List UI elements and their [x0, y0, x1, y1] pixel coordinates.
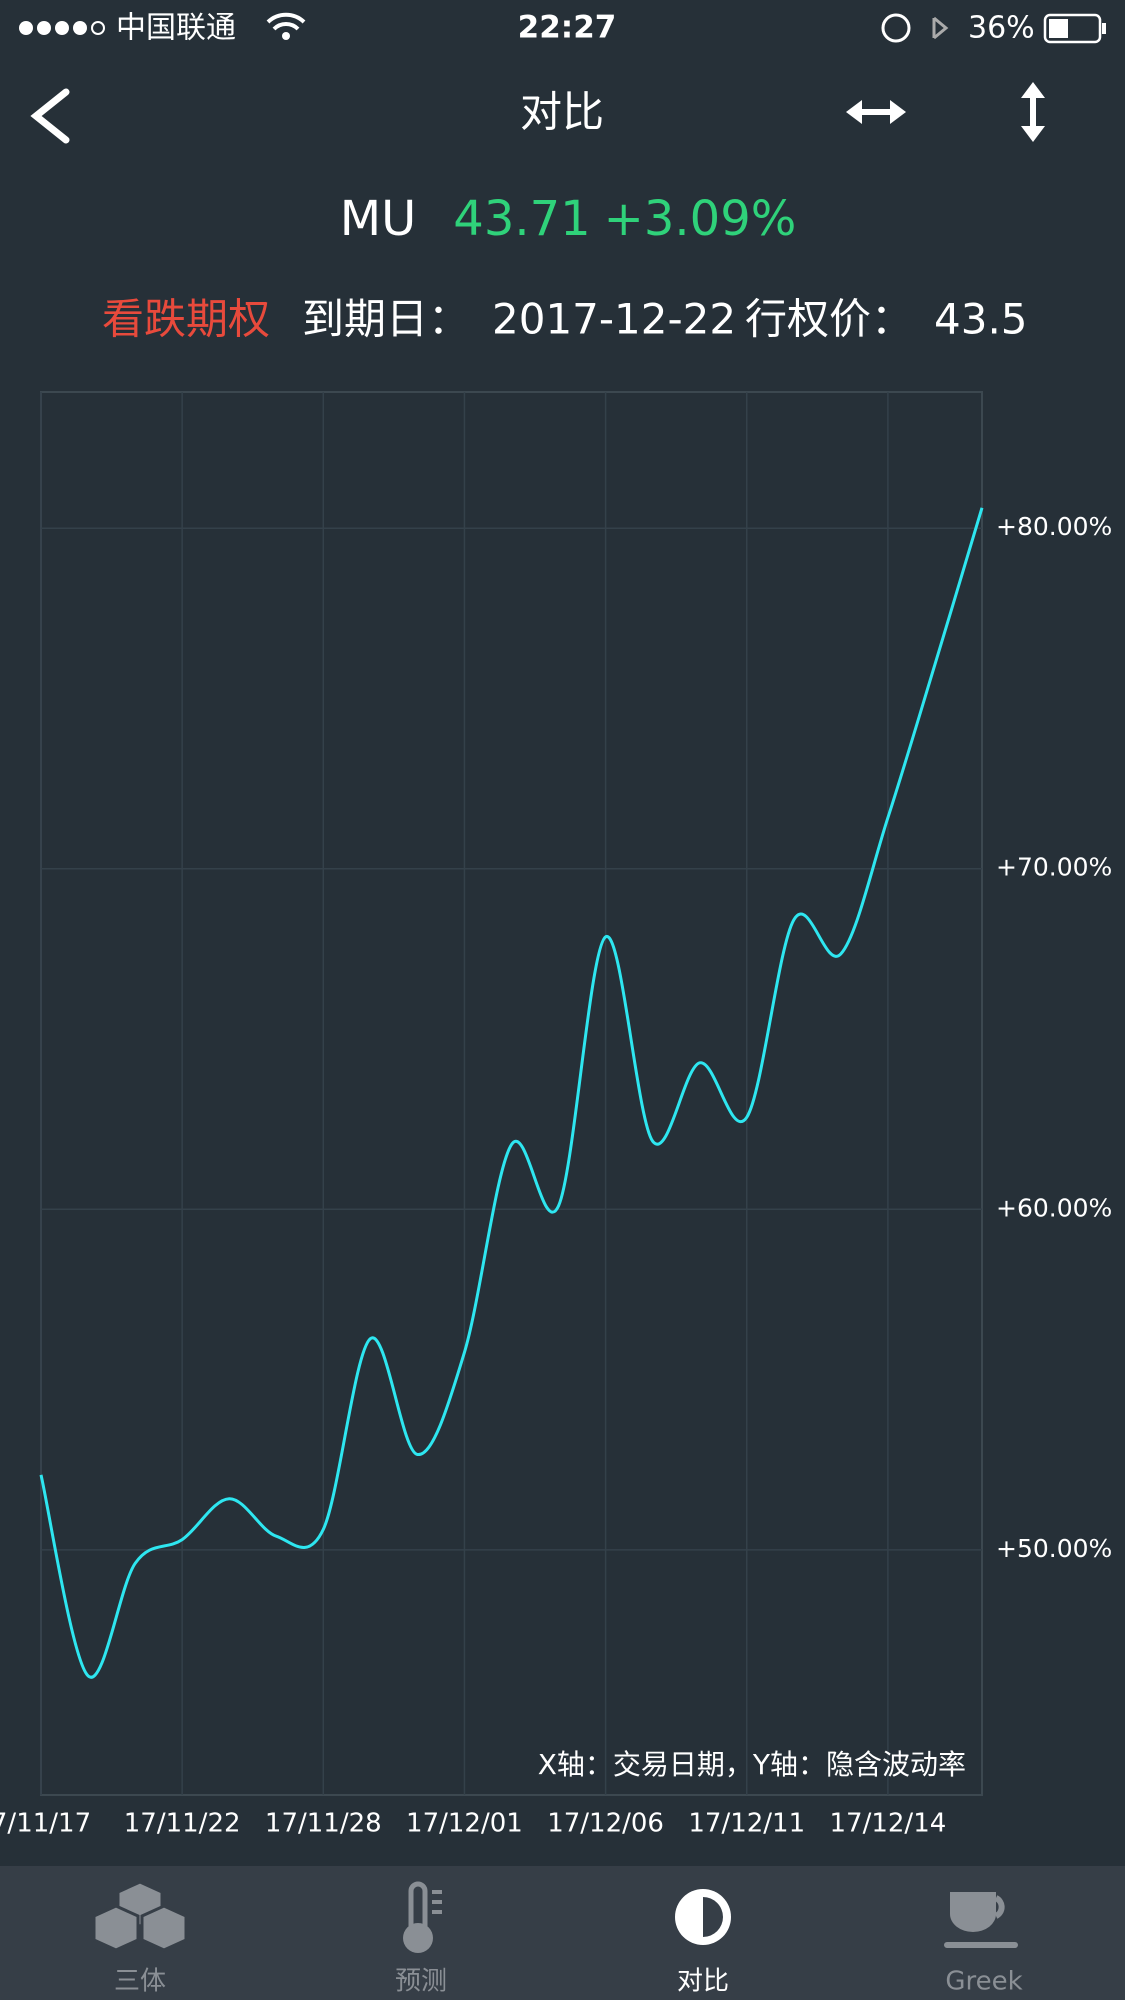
option-type: 看跌期权: [102, 295, 270, 344]
change: +3.09%: [604, 191, 797, 247]
tab-label: 对比: [677, 1967, 729, 1997]
tab-greek[interactable]: Greek: [944, 1892, 1023, 1997]
plot: [39, 507, 984, 1679]
y-tick-label: +60.00%: [996, 1193, 1112, 1222]
tab-santi[interactable]: 三体: [92, 1880, 188, 1997]
thermometer-scale: [432, 1890, 442, 1914]
x-tick-label: 7/11/17: [0, 1809, 91, 1839]
signal-dots: [19, 21, 105, 35]
cup-icon: [950, 1892, 996, 1932]
x-tick-label: 17/11/28: [265, 1809, 382, 1839]
y-tick-label: +80.00%: [996, 512, 1112, 541]
grid: +50.00% +60.00% +70.00% +80.00% 7/11/17 17/11…: [0, 392, 1112, 1839]
compare-icon-half: [703, 1897, 723, 1937]
x-tick-label: 17/12/14: [830, 1809, 947, 1839]
strike-label: 行权价：: [745, 295, 913, 344]
wifi-icon: [266, 12, 306, 31]
lock-icon: [881, 13, 911, 43]
x-tick-label: 17/11/22: [124, 1809, 241, 1839]
y-tick-label: +50.00%: [996, 1534, 1112, 1563]
battery-level: [1049, 19, 1068, 38]
y-tick-label: +70.00%: [996, 853, 1112, 882]
horizontal-expand-button[interactable]: [846, 100, 906, 124]
clock: 22:27: [518, 10, 617, 46]
nav-title: 对比: [520, 88, 604, 137]
battery-text: 36%: [968, 11, 1035, 46]
vertical-expand-button[interactable]: [1021, 82, 1045, 142]
tab-label: 三体: [114, 1967, 166, 1997]
wifi-dot: [282, 32, 290, 40]
symbol: MU: [340, 191, 417, 247]
bluetooth-icon: [932, 16, 949, 40]
cup-saucer: [944, 1942, 1018, 1948]
carrier: 中国联通: [116, 11, 236, 46]
chart-annotation: X轴：交易日期，Y轴：隐含波动率: [538, 1748, 966, 1781]
tab-compare[interactable]: 对比: [675, 1889, 731, 1997]
line-series: [39, 507, 984, 1679]
x-tick-label: 17/12/01: [406, 1809, 523, 1839]
strike: 43.5: [934, 295, 1028, 344]
tab-label: 预测: [395, 1967, 447, 1997]
cubes-icon: [92, 1880, 188, 1952]
expiry: 2017-12-22: [492, 295, 736, 344]
battery-icon: [1043, 13, 1102, 44]
battery-tip: [1102, 23, 1106, 34]
tab-label: Greek: [945, 1967, 1022, 1997]
cup-handle: [994, 1895, 1005, 1919]
x-tick-label: 17/12/11: [688, 1809, 805, 1839]
back-button[interactable]: [30, 88, 70, 144]
price: 43.71: [453, 191, 590, 247]
thermometer-bulb: [403, 1923, 433, 1953]
tab-forecast[interactable]: 预测: [395, 1881, 447, 1997]
expiry-label: 到期日：: [302, 295, 470, 344]
x-tick-label: 17/12/06: [547, 1809, 664, 1839]
